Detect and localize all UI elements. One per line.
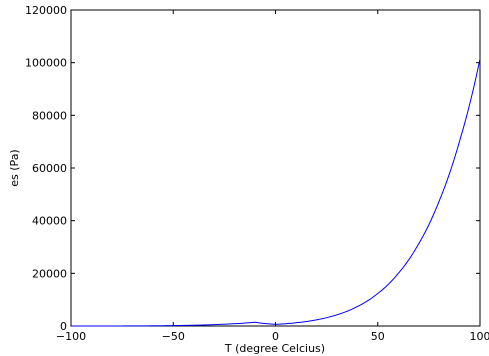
x-tick-label: 0 [272,330,279,343]
x-tick-label: −50 [162,330,185,343]
x-axis-label: T (degree Celcius) [224,342,325,355]
y-tick-label: 80000 [32,109,67,122]
y-tick-label: 100000 [25,57,67,70]
y-tick-label: 60000 [32,162,67,175]
y-tick-label: 40000 [32,215,67,228]
y-axis-label: es (Pa) [8,149,21,186]
series-line [71,58,481,327]
series-group [71,58,481,327]
tick-labels: −100 −50 0 50 100 0 20000 40000 60000 80000 100000… [25,4,489,343]
plot-area [70,9,481,327]
x-tick-label: 100 [470,330,489,343]
x-tick-label: −100 [56,330,86,343]
y-tick-label: 20000 [32,267,67,280]
x-tick-label: 50 [371,330,385,343]
y-tick-label: 0 [60,320,67,333]
y-tick-label: 120000 [25,4,67,17]
